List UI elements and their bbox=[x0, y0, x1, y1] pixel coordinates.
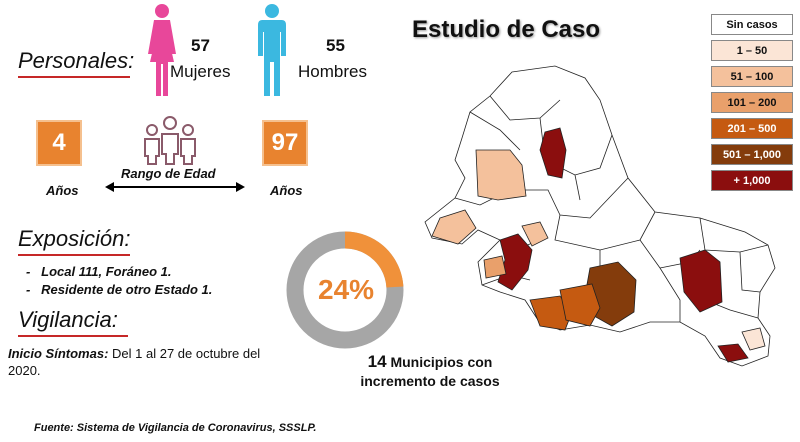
region-southeast-light bbox=[741, 327, 766, 351]
page-title: Estudio de Caso bbox=[412, 16, 601, 43]
region-west-mid bbox=[483, 255, 507, 279]
percent-donut bbox=[286, 231, 404, 349]
caption-number: 14 bbox=[367, 352, 387, 371]
onset-line: Inicio Síntomas: Del 1 al 27 de octubre … bbox=[8, 346, 318, 361]
exposure-item-local: - Local 111, Foráneo 1. bbox=[26, 264, 172, 279]
exposicion-underline bbox=[18, 254, 130, 256]
region-east-red bbox=[679, 249, 723, 313]
women-count: 57 bbox=[191, 36, 210, 55]
region-north-light bbox=[475, 149, 527, 201]
male-icon bbox=[258, 4, 286, 96]
legend-item: 501 – 1,000 bbox=[711, 144, 793, 165]
legend-item: + 1,000 bbox=[711, 170, 793, 191]
onset-text: Del 1 al 27 de octubre del bbox=[112, 346, 261, 361]
vigilancia-underline bbox=[18, 335, 128, 337]
onset-label: Inicio Síntomas: bbox=[8, 346, 109, 361]
source-note: Fuente: Sistema de Vigilancia de Coronav… bbox=[34, 422, 317, 434]
legend-item: Sin casos bbox=[711, 14, 793, 35]
vigilancia-heading: Vigilancia: bbox=[18, 307, 118, 332]
donut-caption: 14 Municipios con incremento de casos bbox=[330, 352, 530, 391]
exposicion-heading: Exposición: bbox=[18, 226, 131, 251]
age-min-unit: Años bbox=[46, 183, 79, 198]
region-west-light bbox=[431, 209, 477, 245]
region-northeast-red bbox=[539, 127, 567, 179]
age-max-unit: Años bbox=[270, 183, 303, 198]
region-center-light bbox=[521, 221, 549, 247]
female-icon bbox=[148, 4, 176, 96]
state-map bbox=[424, 65, 776, 367]
age-min-box: 4 bbox=[36, 120, 82, 166]
age-max-box: 97 bbox=[262, 120, 308, 166]
legend-item: 201 – 500 bbox=[711, 118, 793, 139]
percent-label: 24% bbox=[318, 274, 375, 305]
region-center-orange bbox=[559, 283, 601, 327]
caption-line1: 14 Municipios con bbox=[330, 352, 530, 372]
personales-underline bbox=[18, 76, 130, 78]
men-label: Hombres bbox=[298, 62, 367, 81]
region-southeast-red bbox=[717, 343, 749, 363]
caption-line2: incremento de casos bbox=[360, 373, 500, 389]
people-group-icon bbox=[144, 116, 196, 165]
age-range-label: Rango de Edad bbox=[121, 166, 216, 181]
double-arrow-icon bbox=[105, 182, 245, 192]
onset-text-2: 2020. bbox=[8, 363, 41, 378]
legend-item: 51 – 100 bbox=[711, 66, 793, 87]
women-label: Mujeres bbox=[170, 62, 231, 81]
personales-heading: Personales: bbox=[18, 48, 135, 73]
men-count: 55 bbox=[326, 36, 345, 55]
legend-item: 101 – 200 bbox=[711, 92, 793, 113]
caption-line1-text: Municipios con bbox=[390, 354, 493, 370]
legend-item: 1 – 50 bbox=[711, 40, 793, 61]
exposure-item-resident: - Residente de otro Estado 1. bbox=[26, 282, 213, 297]
